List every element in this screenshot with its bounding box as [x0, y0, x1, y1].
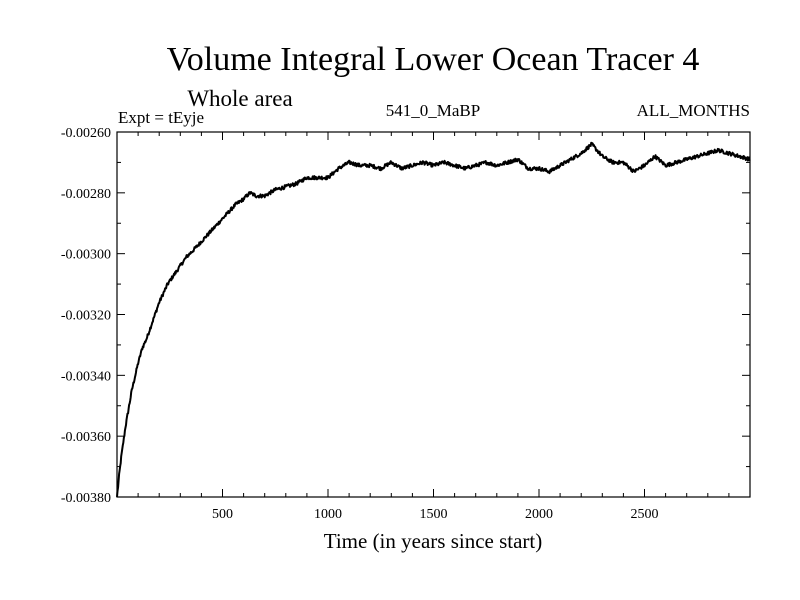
chart-subtitle: Whole area [187, 86, 292, 111]
x-tick-label: 500 [212, 507, 233, 522]
chart-title: Volume Integral Lower Ocean Tracer 4 [167, 41, 700, 78]
y-tick-label: -0.00340 [61, 369, 111, 384]
y-tick-label: -0.00280 [61, 187, 111, 202]
period-label: 541_0_MaBP [386, 101, 480, 120]
plot-frame [116, 131, 751, 498]
x-tick-label: 2000 [525, 507, 553, 522]
experiment-label: Expt = tEyje [118, 108, 204, 127]
y-tick-label: -0.00300 [61, 248, 111, 263]
y-tick-label: -0.00260 [61, 126, 111, 141]
y-tick-label: -0.00320 [61, 309, 111, 324]
tick-marks [117, 131, 750, 498]
x-tick-label: 1000 [314, 507, 342, 522]
y-tick-label: -0.00360 [61, 430, 111, 445]
x-tick-label: 1500 [420, 507, 448, 522]
x-axis-label: Time (in years since start) [324, 529, 543, 553]
x-tick-label: 2500 [631, 507, 659, 522]
y-tick-labels: -0.00380 -0.00360 -0.00340 -0.00320 -0.00300… [61, 126, 111, 506]
y-tick-label: -0.00380 [61, 491, 111, 506]
months-label: ALL_MONTHS [637, 101, 750, 120]
x-tick-labels: 500 1000 1500 2000 2500 [212, 507, 659, 522]
series-line [116, 141, 751, 498]
